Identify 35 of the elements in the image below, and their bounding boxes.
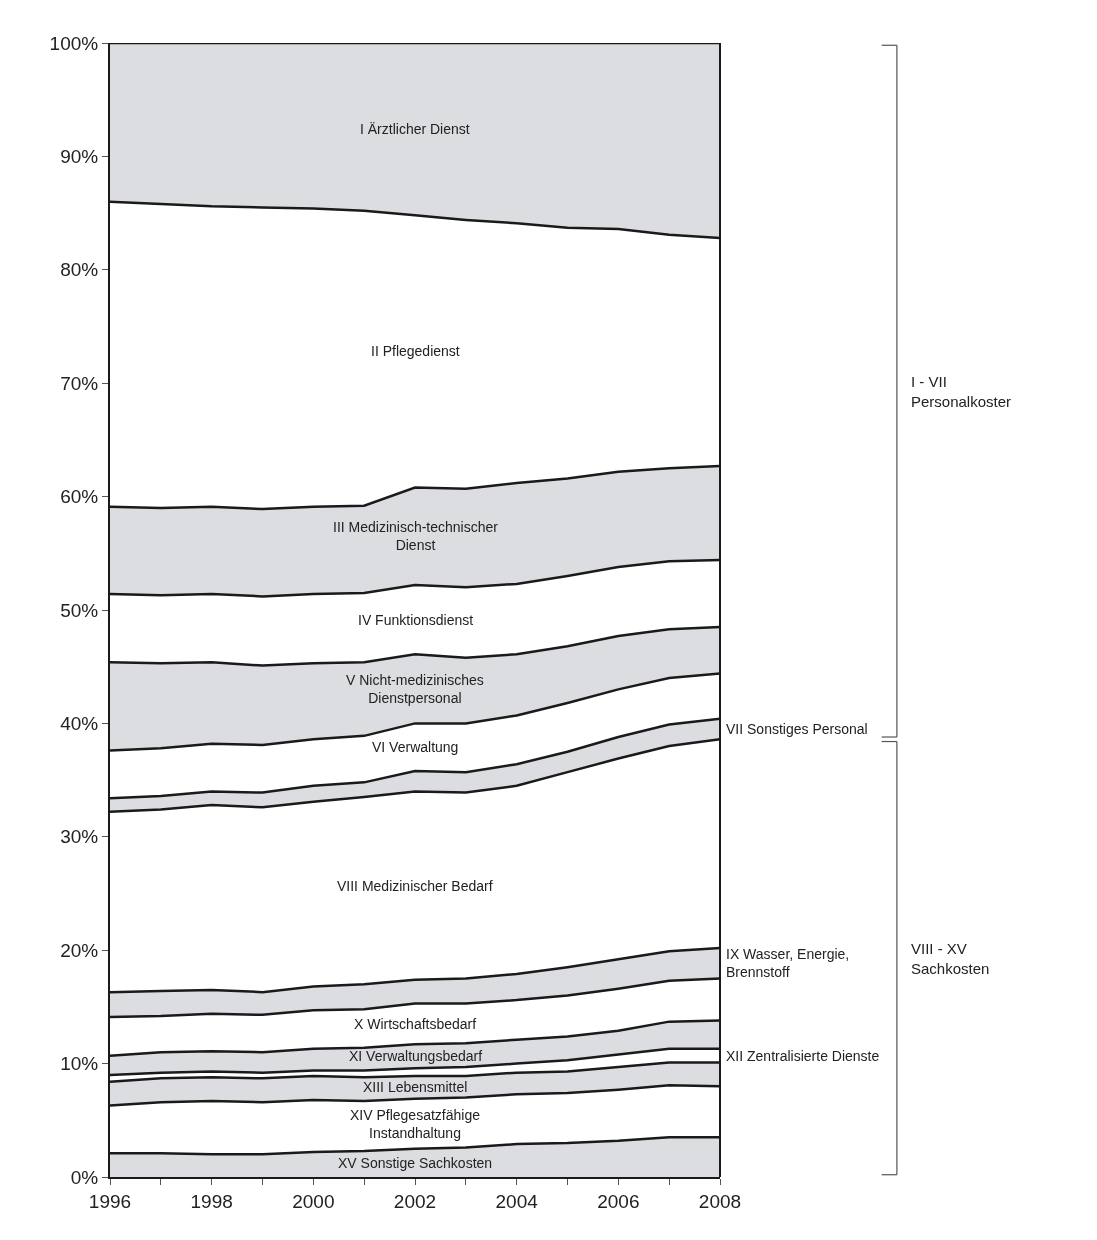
y-tick-label: 20% [60,939,99,961]
x-tick-label: 1996 [88,1190,132,1212]
x-tick-label: 1998 [190,1190,233,1212]
y-tick-label: 80% [60,259,99,281]
series-label: III Medizinisch-technischer Dienst [333,519,499,554]
series-label: II Pflegedienst [371,343,460,359]
series-label: XII Zentralisierte Dienste [726,1048,880,1064]
series-label: XI Verwaltungsbedarf [349,1048,483,1064]
series-label: VIII Medizinischer Bedarf [337,878,493,894]
x-tick-label: 2006 [597,1190,640,1212]
y-tick-label: 70% [60,372,99,394]
text: VIII - XV Sachkosten [911,940,990,977]
x-tick-label: 2002 [393,1190,437,1212]
series-label: I Ärztlicher Dienst [360,121,470,137]
y-tick-label: 10% [60,1053,99,1075]
series-label: V Nicht-medizinisches Dienstpersonal [346,672,484,707]
series-label: IX Wasser, Energie, Brennstoff [726,946,850,981]
y-tick-label: 40% [60,713,99,735]
series-label: VII Sonstiges Personal [726,721,868,737]
series-label: IV Funktionsdienst [358,612,474,628]
y-tick-label: 60% [60,486,99,508]
series-label: VI Verwaltung [372,739,459,755]
y-tick-label: 90% [60,146,99,168]
y-tick-label: 50% [60,599,99,621]
y-tick-label: 100% [49,32,99,54]
text: I - VII Personalkoster [911,373,1012,410]
y-tick-label: 0% [70,1166,99,1188]
series-label: XV Sonstige Sachkosten [338,1155,493,1171]
x-tick-label: 2000 [292,1190,335,1212]
series-label: X Wirtschaftsbedarf [354,1016,477,1032]
series-label: XIII Lebensmittel [363,1079,468,1095]
x-tick-label: 2004 [495,1190,539,1212]
y-tick-label: 30% [60,826,99,848]
series-label: XIV Pflegesatzfähige Instandhaltung [350,1107,481,1142]
x-tick-label: 2008 [698,1190,742,1212]
